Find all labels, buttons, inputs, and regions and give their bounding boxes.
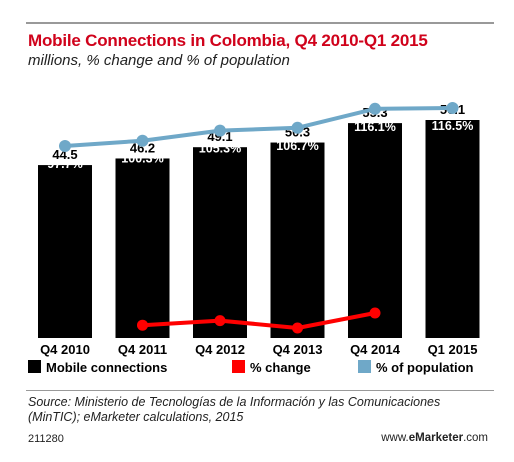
brand-prefix: www. bbox=[381, 432, 409, 444]
legend-percent-change-label: % change bbox=[250, 360, 311, 375]
population-label: 97.7% bbox=[47, 157, 82, 171]
population-label: 105.3% bbox=[199, 142, 241, 156]
change-label: 10.0% bbox=[357, 281, 392, 295]
brand-suffix: .com bbox=[463, 432, 488, 444]
bar-q4-2010 bbox=[38, 165, 92, 338]
population-label: 106.7% bbox=[276, 139, 318, 153]
change-label: 6.2% bbox=[206, 292, 235, 306]
chart-title: Mobile Connections in Colombia, Q4 2010-… bbox=[28, 31, 428, 50]
x-tick-label: Q4 2011 bbox=[118, 342, 167, 357]
population-label: 116.1% bbox=[354, 120, 396, 134]
population-point bbox=[59, 140, 71, 152]
population-point bbox=[291, 121, 304, 134]
bar-q4-2012 bbox=[193, 147, 247, 338]
brand-name: eMarketer bbox=[408, 432, 464, 444]
change-line bbox=[142, 311, 376, 330]
source-divider bbox=[26, 390, 494, 391]
population-point bbox=[446, 102, 459, 114]
population-point bbox=[214, 124, 226, 137]
change-point bbox=[369, 307, 381, 319]
legend-percent-change-swatch bbox=[232, 360, 245, 373]
brand-url: www.eMarketer.com bbox=[381, 432, 488, 444]
source-note: Source: Ministerio de Tecnologías de la … bbox=[28, 395, 441, 424]
legend-percent-population-swatch bbox=[358, 360, 371, 373]
population-point bbox=[136, 134, 149, 147]
x-tick-label: Q4 2013 bbox=[273, 342, 323, 357]
bar-q4-2011 bbox=[115, 158, 170, 338]
bar-q4-2013 bbox=[270, 142, 325, 338]
population-line bbox=[64, 106, 453, 148]
legend-percent-population-label: % of population bbox=[376, 360, 474, 375]
change-point bbox=[292, 322, 303, 334]
population-point bbox=[369, 102, 381, 115]
bar-value-label: 44.5 bbox=[52, 147, 77, 162]
legend-mobile-connections-label: Mobile connections bbox=[46, 360, 167, 375]
change-point bbox=[137, 319, 148, 331]
population-label: 100.3% bbox=[121, 152, 163, 166]
chart-id: 211280 bbox=[28, 433, 64, 445]
legend-mobile-connections-swatch bbox=[28, 360, 41, 373]
bar-value-label: 46.2 bbox=[130, 140, 155, 155]
chart-subtitle: millions, % change and % of population bbox=[28, 52, 290, 69]
population-label: 116.5% bbox=[432, 119, 474, 133]
x-tick-label: Q4 2014 bbox=[350, 342, 401, 357]
change-point bbox=[214, 315, 226, 327]
change-label: 2.5% bbox=[283, 299, 312, 313]
top-divider bbox=[26, 22, 494, 24]
x-tick-label: Q4 2012 bbox=[195, 342, 245, 357]
bar-q1-2015 bbox=[425, 120, 480, 338]
x-tick-label: Q1 2015 bbox=[428, 342, 478, 357]
bar-q4-2014 bbox=[348, 123, 402, 338]
change-label: 3.9% bbox=[128, 296, 157, 310]
x-tick-label: Q4 2010 bbox=[40, 342, 90, 357]
